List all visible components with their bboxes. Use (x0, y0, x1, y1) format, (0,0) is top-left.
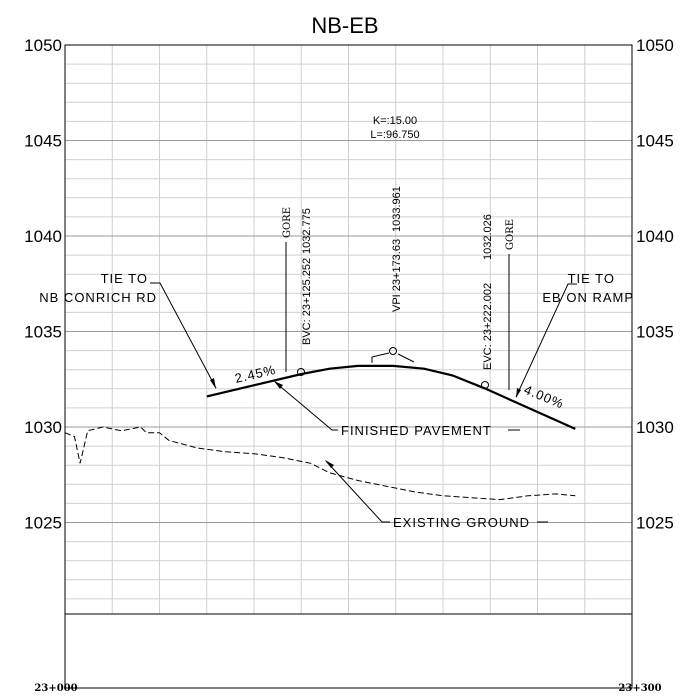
bvc-station-label: BVC: 23+125.252 (301, 258, 313, 345)
bvc-point (297, 368, 305, 376)
elevation-label-right: 1035 (636, 323, 674, 342)
existing-ground-leader (325, 460, 390, 523)
evc-elevation-label: 1032.026 (482, 214, 494, 260)
tie-left-arrowhead (210, 378, 216, 389)
tie-left-leader (150, 282, 217, 389)
station-end-label: 23+300 (618, 683, 661, 694)
drawing-title: NB-EB (311, 13, 378, 38)
elevation-label-right: 1045 (636, 132, 674, 151)
bvc-elevation-label: 1032.775 (301, 208, 313, 254)
elevation-label-left: 1035 (24, 323, 62, 342)
elevation-label-left: 1040 (24, 227, 62, 246)
evc-point (481, 381, 489, 389)
elevation-label-left: 1045 (24, 132, 62, 151)
l-value: L=:96.750 (370, 129, 419, 141)
tie-left-label-1: TIE TO (101, 271, 148, 286)
gore-label-right: GORE (505, 219, 516, 250)
station-start-label: 23+000 (34, 683, 77, 694)
plot-frame (64, 44, 633, 689)
tie-right-label-2: EB ON RAMP (542, 290, 634, 305)
tie-right-leader (515, 283, 577, 398)
vpi-station-label: VPI 23+173.63 (391, 239, 403, 312)
tie-left-label-2: NB CONRICH RD (39, 290, 157, 305)
elevation-label-right: 1030 (636, 418, 674, 437)
tie-right-arrowhead (516, 388, 521, 398)
elevation-label-left: 1030 (24, 418, 62, 437)
vpi-point (389, 347, 397, 355)
elevation-labels: 1050 1050 1045 1045 1040 1040 1035 1035 1030 1030… (24, 36, 674, 533)
finished-pavement-line (206, 364, 576, 430)
elevation-label-left: 1025 (24, 514, 62, 533)
elevation-label-right: 1025 (636, 514, 674, 533)
elevation-label-left: 1050 (24, 36, 62, 55)
vpi-tangent-mark (397, 353, 415, 363)
finished-pavement-label: FINISHED PAVEMENT (341, 423, 492, 438)
gore-label-left: GORE (282, 207, 293, 238)
vpi-elevation-label: 1033.961 (391, 186, 403, 232)
elevation-label-right: 1050 (636, 36, 674, 55)
existing-ground-label: EXISTING GROUND (393, 515, 530, 530)
vpi-tick (371, 352, 390, 363)
existing-ground-arrowhead (325, 460, 334, 468)
elevation-label-right: 1040 (636, 227, 674, 246)
evc-station-label: EVC: 23+222.002 (482, 283, 494, 370)
k-value: K=:15.00 (373, 115, 417, 127)
finished-pavement-leader (274, 381, 338, 431)
finished-pavement-arrowhead (274, 381, 283, 389)
existing-ground-line (64, 426, 576, 501)
tie-right-label-1: TIE TO (568, 271, 615, 286)
